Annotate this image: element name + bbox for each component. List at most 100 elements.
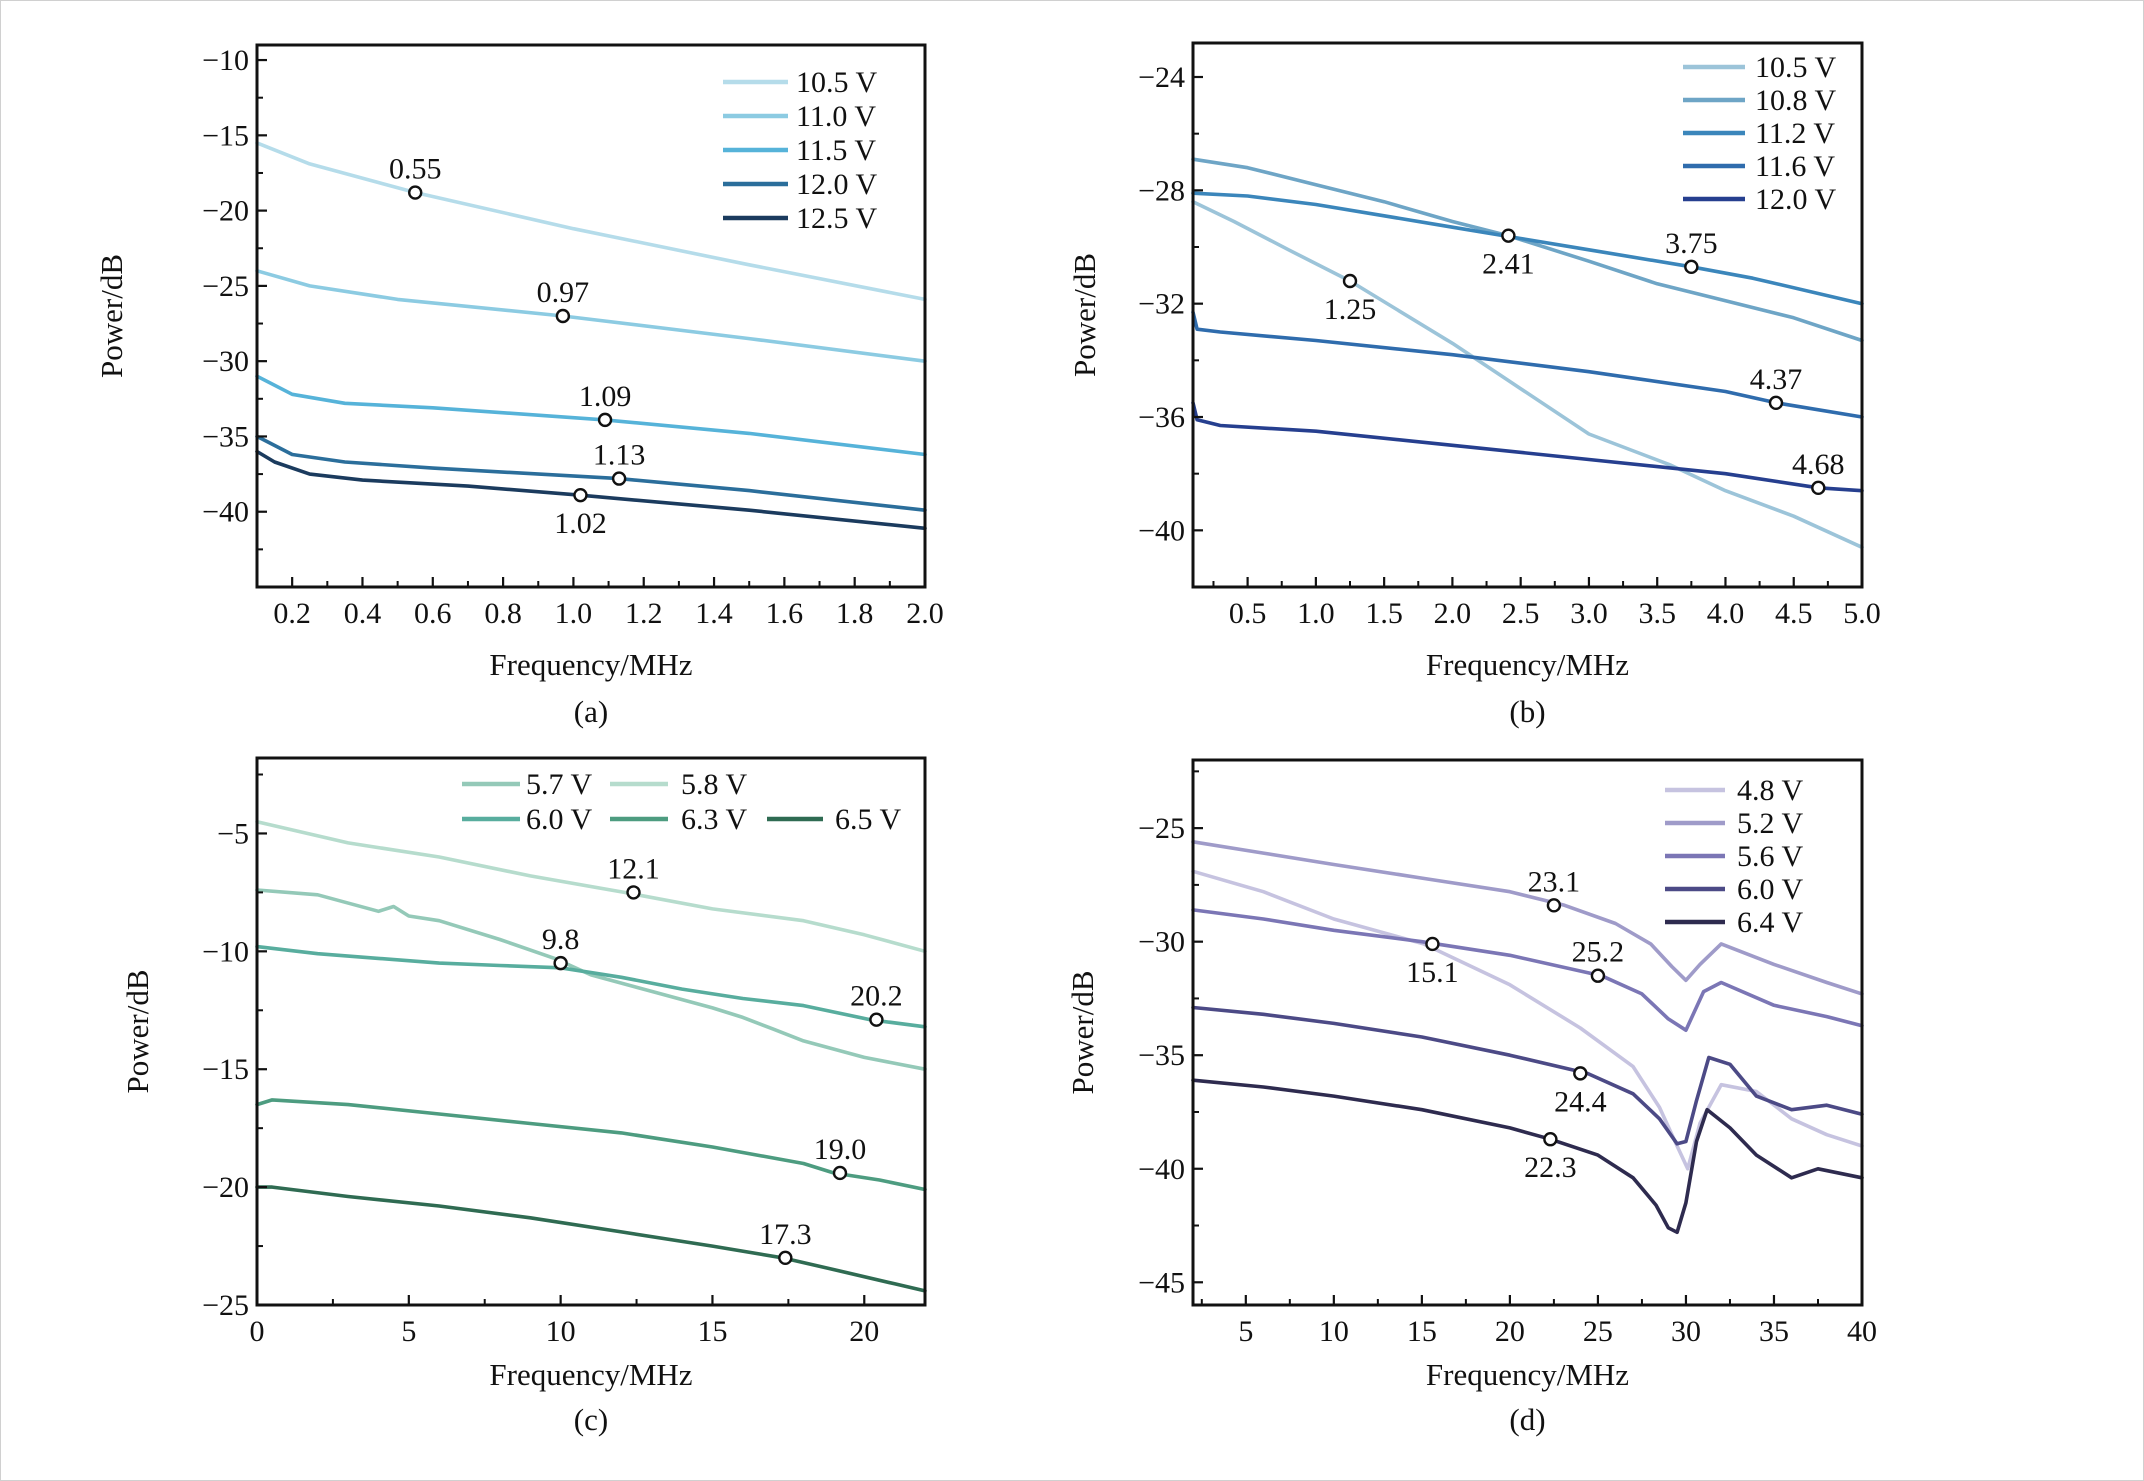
annotation-marker [1590,968,1606,983]
y-tick-label: −40 [1138,514,1185,547]
annotation-marker [1546,898,1562,913]
y-tick-label: −24 [1138,61,1185,94]
x-tick-label: 4.5 [1775,597,1813,630]
plot-frame [255,43,927,589]
annotation-label: 2.41 [1482,248,1535,281]
series-line [255,374,927,457]
plot-frame [255,756,927,1307]
legend: 5.7 V 5.8 V 6.0 V 6.3 V 6.5 V [462,768,901,836]
annotation-marker [832,1165,848,1181]
x-tick-label: 2.0 [906,597,944,630]
x-tick-label: 20 [849,1315,879,1348]
plot-frame [1191,41,1864,589]
plot-frame [1191,758,1864,1307]
x-tick-label: 10 [1319,1315,1349,1348]
series-line [1191,908,1864,1032]
annotation-label: 22.3 [1524,1151,1577,1184]
legend-label: 12.0 V [796,168,877,201]
annotation-label: 1.25 [1324,293,1377,326]
annotation-marker [597,412,613,428]
y-axis-title: Power/dB [120,970,155,1094]
x-tick-label: 3.0 [1570,597,1608,630]
annotation-label: 1.13 [593,439,646,472]
x-tick-label: 0 [250,1315,265,1348]
y-tick-label: −10 [202,935,249,968]
y-tick-label: −15 [202,1053,249,1086]
x-tick-label: 35 [1759,1315,1789,1348]
y-tick-label: −35 [1138,1039,1185,1072]
x-tick-label: 0.6 [414,597,452,630]
annotation-marker [553,955,568,971]
x-tick-label: 1.8 [836,597,874,630]
x-tick-label: 1.0 [555,597,593,630]
panel-caption: (b) [1509,694,1545,729]
annotation-marker [778,1250,793,1266]
legend-label: 12.5 V [796,202,877,235]
legend-label: 6.3 V [681,803,747,836]
annotation-label: 0.55 [389,153,442,186]
legend-label: 5.7 V [526,768,592,801]
y-tick-label: −30 [202,345,249,378]
y-axis-title: Power/dB [94,254,129,378]
series-line [255,434,927,512]
series-line [1191,840,1864,996]
y-tick-label: −5 [217,817,249,850]
x-axis-title: Frequency/MHz [1426,1357,1629,1392]
series-line [255,944,927,1029]
y-tick-label: −28 [1138,174,1185,207]
panel-d: 5 10 15 20 25 30 35 40 −25 −30 −35 −40 −45 Frequency/… [1065,758,1877,1437]
annotation-label: 4.37 [1750,363,1803,396]
x-tick-label: 10 [546,1315,576,1348]
x-tick-label: 1.2 [625,597,663,630]
annotation-label: 15.1 [1406,956,1459,989]
annotation-marker [1501,228,1516,243]
annotation-marker [611,471,627,486]
y-tick-label: −10 [202,44,249,77]
y-tick-label: −25 [1138,812,1185,845]
panel-b: 0.5 1.0 1.5 2.0 2.5 3.0 3.5 4.0 4.5 5.0 −24 −28 −32 −… [1067,41,1881,729]
x-tick-label: 40 [1847,1315,1877,1348]
series-line [1191,1078,1864,1235]
x-axis-title: Frequency/MHz [1426,647,1629,682]
legend: 4.8 V5.2 V5.6 V6.0 V6.4 V [1665,774,1803,939]
legend-label: 6.5 V [835,803,901,836]
annotation-label: 3.75 [1665,227,1718,260]
annotation-label: 19.0 [814,1133,867,1166]
annotation-marker [1811,480,1826,496]
x-tick-label: 5 [401,1315,416,1348]
legend-label: 6.0 V [526,803,592,836]
series-line [1191,401,1864,493]
annotation-label: 9.8 [542,923,580,956]
legend-label: 10.5 V [796,66,877,99]
annotation-label: 0.97 [537,276,590,309]
series-line [255,269,927,363]
y-tick-label: −30 [1138,926,1185,959]
annotation-marker [573,487,588,503]
panel-caption: (c) [574,1402,608,1437]
annotation-label: 12.1 [607,852,660,885]
x-tick-label: 1.0 [1297,597,1335,630]
y-tick-label: −40 [202,496,249,529]
series-line [255,819,927,954]
x-tick-label: 1.6 [766,597,804,630]
legend-label: 6.4 V [1737,906,1803,939]
y-tick-label: −35 [202,420,249,453]
annotation-label: 20.2 [850,980,903,1013]
legend-label: 11.6 V [1755,150,1835,183]
x-tick-label: 15 [1407,1315,1437,1348]
x-tick-label: 1.5 [1365,597,1403,630]
y-tick-label: −15 [202,119,249,152]
annotation-marker [1684,259,1699,275]
annotation-marker [1768,395,1784,411]
series-line [255,1185,927,1293]
legend-label: 5.2 V [1737,807,1803,840]
series-line [255,888,927,1071]
legend-label: 12.0 V [1755,183,1836,216]
panel-a: 0.2 0.4 0.6 0.8 1.0 1.2 1.4 1.6 1.8 2.0 −10 −15 −20 −… [94,43,944,729]
annotation-marker [1425,936,1440,952]
x-tick-label: 4.0 [1707,597,1745,630]
series-line [1191,869,1864,1171]
x-tick-label: 1.4 [695,597,733,630]
